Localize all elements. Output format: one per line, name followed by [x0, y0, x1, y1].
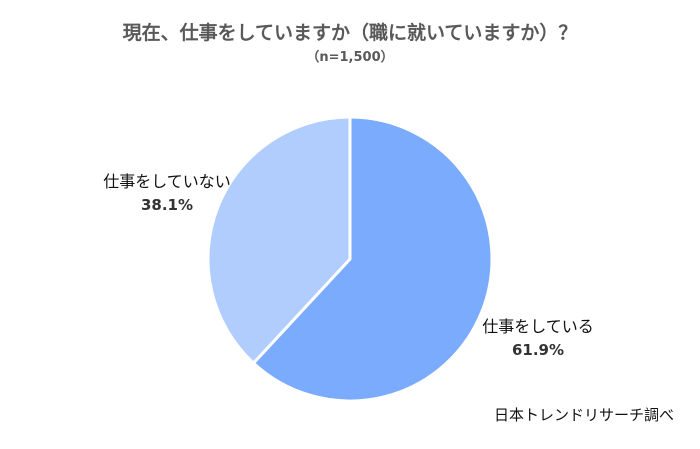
- slice-label-not-working-name: 仕事をしていない: [103, 172, 231, 191]
- chart-subtitle: （n=1,500）: [306, 50, 394, 65]
- pie-slice-0: [251, 115, 494, 403]
- slice-label-working-name: 仕事をしている: [482, 317, 594, 336]
- slice-label-not-working: 仕事をしていない 38.1%: [92, 168, 242, 214]
- slice-label-not-working-value: 38.1%: [140, 196, 194, 214]
- slice-label-working: 仕事をしている 61.9%: [470, 313, 606, 359]
- source-note: 日本トレンドリサーチ調べ: [493, 406, 674, 424]
- pie-slice-1: [206, 115, 352, 365]
- slice-label-working-value: 61.9%: [511, 341, 565, 359]
- chart-title: 現在、仕事をしていますか（職に就いていますか）？: [122, 22, 578, 44]
